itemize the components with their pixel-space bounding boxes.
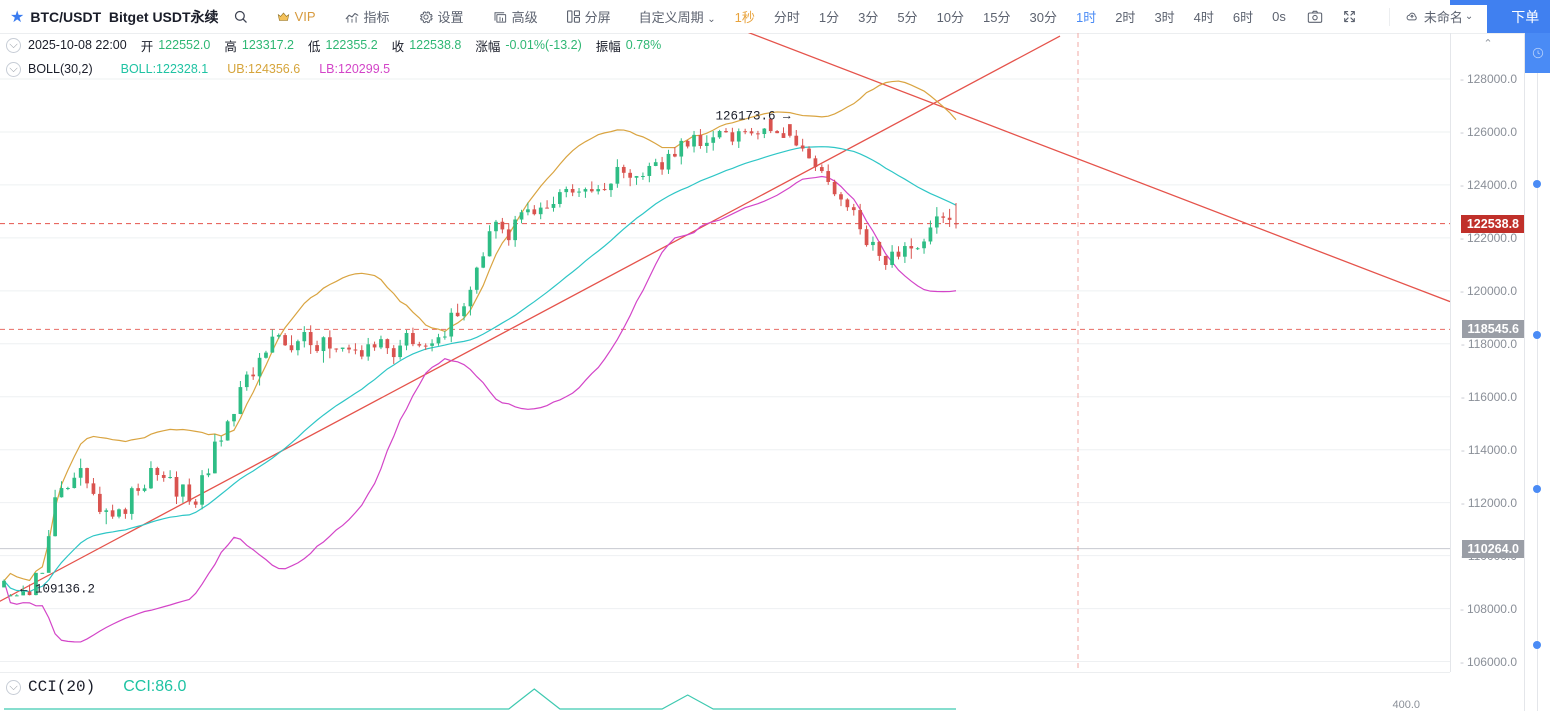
svg-text:← 109136.2: ← 109136.2 [20,583,95,597]
svg-text:126173.6 →: 126173.6 → [716,109,792,123]
svg-text:400.0: 400.0 [1392,699,1420,711]
